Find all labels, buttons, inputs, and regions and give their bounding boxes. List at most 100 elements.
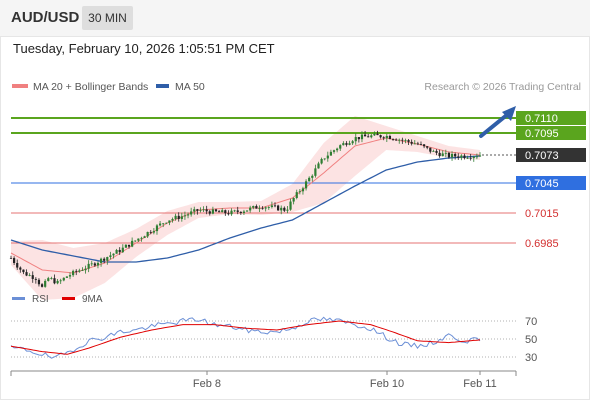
candle-body xyxy=(56,280,59,284)
candle-body xyxy=(264,207,267,209)
candle-body xyxy=(78,270,81,272)
candle-body xyxy=(457,156,460,158)
candle-body xyxy=(149,231,152,233)
candle-body xyxy=(99,258,103,263)
candle-body xyxy=(367,136,370,138)
candle-body xyxy=(121,247,124,253)
candle-body xyxy=(407,140,410,142)
candle-body xyxy=(37,279,41,285)
candle-body xyxy=(450,153,454,158)
candle-body xyxy=(242,211,246,213)
candle-body xyxy=(286,209,289,211)
candle-body xyxy=(348,143,351,145)
candle-body xyxy=(16,263,19,268)
candle-body xyxy=(292,197,295,202)
candle-body xyxy=(261,208,264,210)
candle-body xyxy=(277,205,280,211)
x-tick-label: Feb 8 xyxy=(193,378,221,390)
candle-body xyxy=(332,150,336,152)
candle-body xyxy=(370,135,373,138)
rsi-tick-label: 50 xyxy=(525,334,537,346)
candle-body xyxy=(478,155,482,157)
candle-body xyxy=(230,210,233,215)
candle-body xyxy=(134,240,137,242)
candle-body xyxy=(59,280,62,282)
ma9-legend-label: 9MA xyxy=(82,294,103,305)
candle-body xyxy=(298,191,301,193)
candle-body xyxy=(444,152,447,154)
candle-body xyxy=(177,215,180,219)
candle-body xyxy=(137,238,140,241)
x-axis-labels: Feb 8 Feb 10 Feb 11 xyxy=(193,371,497,390)
rsi-line xyxy=(10,316,481,359)
current-price-label: 0.7073 xyxy=(525,150,559,162)
candle-body xyxy=(34,278,37,280)
timeframe-button[interactable]: 30 MIN xyxy=(82,6,133,30)
candle-body xyxy=(249,207,252,211)
candle-body xyxy=(109,255,112,258)
candle-body xyxy=(72,270,75,276)
candle-body xyxy=(339,145,342,149)
rsi-lines xyxy=(10,316,481,359)
candle-body xyxy=(140,237,143,239)
rsi-tick-label: 30 xyxy=(525,352,537,364)
candle-body xyxy=(426,146,429,148)
candle-body xyxy=(379,135,382,138)
support-label-bg xyxy=(516,176,586,190)
candle-body xyxy=(143,236,146,238)
resistance-label-bg xyxy=(516,126,586,140)
current-price-label-bg xyxy=(516,148,586,162)
credit-text: Research © 2026 Trading Central xyxy=(424,81,581,93)
candle-body xyxy=(53,278,56,284)
candle-body xyxy=(311,175,314,178)
candle-body xyxy=(162,223,165,225)
rsi-tick-label: 70 xyxy=(525,316,537,328)
candle-body xyxy=(202,209,205,211)
candle-body xyxy=(190,211,193,215)
candle-body xyxy=(398,139,401,141)
candle-body xyxy=(171,218,174,221)
resistance-label-bg xyxy=(516,111,586,125)
candle-body xyxy=(422,144,426,147)
candle-body xyxy=(410,141,413,144)
candle-body xyxy=(174,215,177,219)
candle-body xyxy=(239,211,242,213)
candle-body xyxy=(382,137,385,139)
candle-body xyxy=(463,155,466,159)
candle-body xyxy=(165,222,168,224)
candle-body xyxy=(395,139,398,141)
candle-body xyxy=(158,223,162,226)
resistance-label: 0.7095 xyxy=(525,128,559,140)
candle-body xyxy=(180,216,183,219)
ma20-legend-swatch xyxy=(12,84,28,88)
candle-body xyxy=(320,158,323,164)
candle-body xyxy=(214,209,218,212)
candle-body xyxy=(475,156,478,158)
candle-body xyxy=(301,188,305,192)
candle-body xyxy=(208,211,211,214)
candle-body xyxy=(283,207,286,211)
x-tick-label: Feb 10 xyxy=(370,378,404,390)
candle-body xyxy=(103,258,106,261)
candle-body xyxy=(217,211,221,213)
candle-body xyxy=(127,244,131,247)
candle-body xyxy=(385,135,388,139)
candle-body xyxy=(62,277,65,281)
candle-body xyxy=(25,272,28,276)
candle-body xyxy=(314,168,317,176)
candle-body xyxy=(233,210,236,212)
rsi-legend-label: RSI xyxy=(32,294,49,305)
candle-body xyxy=(329,151,333,156)
candle-body xyxy=(255,206,258,209)
resistance-label: 0.7110 xyxy=(525,113,558,125)
candle-body xyxy=(13,258,16,264)
candle-body xyxy=(81,270,84,271)
candle-body xyxy=(186,214,190,216)
candle-body xyxy=(454,153,457,157)
support-label-red: 0.6985 xyxy=(525,238,559,250)
candle-body xyxy=(336,148,339,151)
candle-body xyxy=(289,201,292,210)
candle-body xyxy=(308,177,311,182)
candles xyxy=(9,130,482,288)
candle-body xyxy=(106,257,109,261)
